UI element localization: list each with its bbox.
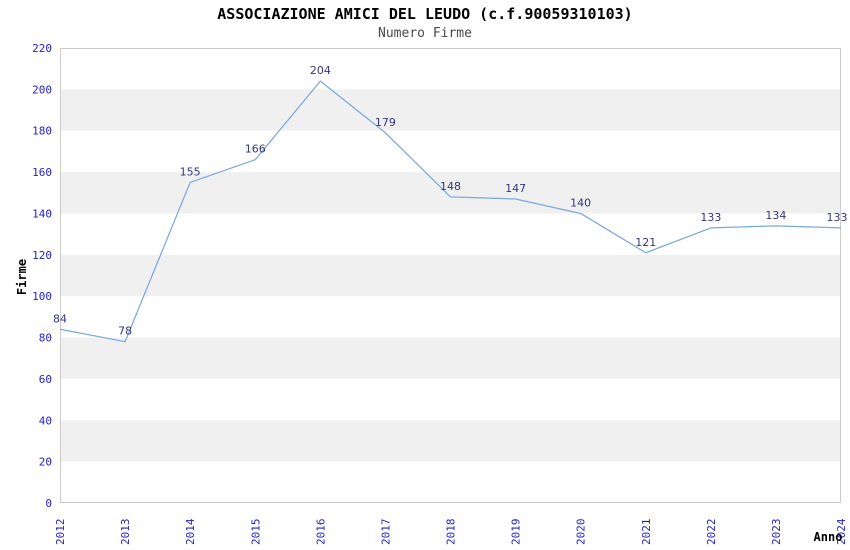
x-tick-label: 2014 (184, 518, 197, 545)
x-tick-label: 2020 (575, 519, 588, 546)
grid-band (60, 172, 841, 214)
y-tick-label: 200 (32, 83, 52, 96)
data-point-label: 134 (765, 209, 786, 222)
data-point-label: 140 (570, 196, 591, 209)
y-tick-label: 180 (32, 125, 52, 138)
x-tick-label: 2017 (379, 519, 392, 546)
grid-band (60, 337, 841, 379)
y-tick-label: 120 (32, 249, 52, 262)
data-point-label: 78 (118, 325, 132, 338)
x-tick-label: 2013 (119, 519, 132, 546)
y-tick-label: 20 (39, 456, 52, 469)
x-tick-label: 2016 (314, 519, 327, 546)
data-point-label: 133 (700, 211, 721, 224)
y-tick-label: 80 (39, 332, 52, 345)
plot-border (60, 48, 841, 503)
y-tick-label: 60 (39, 373, 52, 386)
grid-band (60, 254, 841, 297)
y-axis-title: Firme (15, 258, 29, 296)
data-point-label: 84 (53, 312, 67, 325)
data-point-label: 147 (505, 182, 526, 195)
x-tick-label: 2021 (640, 519, 653, 546)
data-point-label: 179 (375, 116, 396, 129)
x-tick-label: 2015 (249, 519, 262, 546)
x-tick-label: 2023 (770, 519, 783, 546)
data-point-label: 166 (245, 143, 266, 156)
grid-band (60, 89, 841, 131)
data-point-label: 121 (635, 236, 656, 249)
y-tick-label: 140 (32, 207, 52, 220)
y-tick-label: 40 (39, 414, 52, 427)
chart-title: ASSOCIAZIONE AMICI DEL LEUDO (c.f.900593… (217, 5, 633, 23)
chart-subtitle: Numero Firme (378, 26, 472, 41)
data-point-label: 204 (310, 64, 331, 77)
x-tick-label: 2018 (445, 519, 458, 546)
data-line (59, 80, 842, 343)
x-tick-label: 2019 (510, 519, 523, 546)
x-axis-title: Anno (813, 530, 843, 544)
data-point-label: 133 (827, 211, 848, 224)
x-tick-label: 2024 (835, 518, 848, 545)
data-point-label: 155 (180, 165, 201, 178)
y-tick-label: 220 (32, 42, 52, 55)
x-tick-label: 2012 (54, 519, 67, 546)
y-tick-label: 160 (32, 166, 52, 179)
grid-band (60, 420, 841, 462)
y-tick-label: 100 (32, 290, 52, 303)
data-point-label: 148 (440, 180, 461, 193)
y-tick-label: 0 (45, 497, 52, 510)
x-tick-label: 2022 (705, 519, 718, 546)
